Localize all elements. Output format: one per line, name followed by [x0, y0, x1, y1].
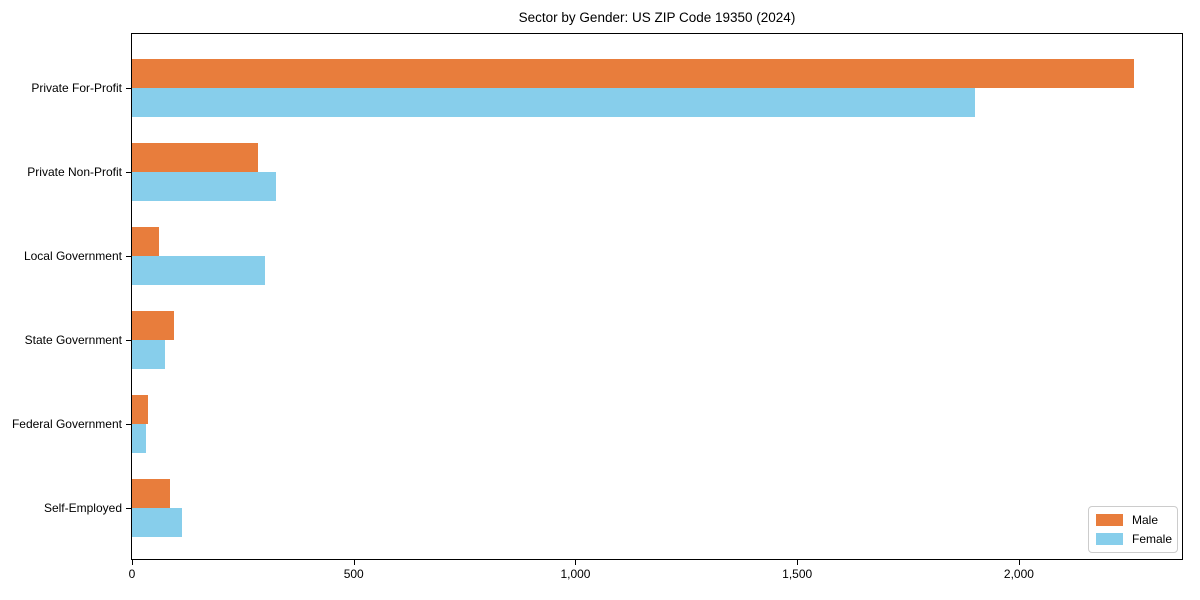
- x-tick-label: 1,500: [782, 567, 813, 581]
- legend-item-male: Male: [1096, 513, 1170, 527]
- bar-male: [132, 59, 1135, 88]
- legend: Male Female: [1088, 506, 1178, 553]
- legend-item-female: Female: [1096, 531, 1173, 546]
- legend-label: Male: [1132, 513, 1159, 528]
- legend-swatch-male: [1096, 514, 1123, 527]
- legend-swatch-female: [1096, 532, 1123, 545]
- bar-male: [132, 227, 159, 256]
- y-tick-label: Self-Employed: [43, 501, 122, 515]
- bar-female: [132, 508, 183, 537]
- x-tick-mark: [797, 560, 799, 565]
- x-tick-label: 2,000: [1003, 567, 1034, 581]
- bar-female: [132, 256, 266, 285]
- y-tick-label: Local Government: [23, 249, 122, 263]
- y-tick-label: Private Non-Profit: [27, 165, 122, 179]
- y-tick-label: State Government: [24, 333, 122, 347]
- x-tick-mark: [132, 560, 133, 565]
- bar-male: [132, 143, 259, 172]
- y-tick-label: Federal Government: [11, 417, 122, 431]
- bar-female: [132, 88, 975, 117]
- x-tick-label: 0: [128, 567, 136, 581]
- plot-area: [131, 33, 1183, 560]
- y-tick-label: Private For-Profit: [31, 81, 122, 95]
- y-tick-mark: [126, 340, 131, 341]
- x-tick-mark: [1018, 560, 1020, 565]
- bar-female: [132, 340, 166, 369]
- y-tick-mark: [126, 172, 131, 173]
- legend-label: Female: [1132, 531, 1173, 546]
- bar-male: [132, 479, 170, 508]
- x-tick-mark: [575, 560, 577, 565]
- bar-male: [132, 395, 148, 424]
- y-tick-mark: [126, 88, 131, 89]
- x-tick-mark: [353, 560, 355, 565]
- bar-male: [132, 311, 175, 340]
- chart-title: Sector by Gender: US ZIP Code 19350 (202…: [518, 10, 796, 25]
- x-tick-label: 1,000: [560, 567, 591, 581]
- y-tick-mark: [126, 508, 131, 509]
- bar-female: [132, 424, 147, 453]
- x-tick-label: 500: [343, 567, 364, 581]
- y-tick-mark: [126, 424, 131, 425]
- bar-female: [132, 172, 277, 201]
- y-tick-mark: [126, 256, 131, 257]
